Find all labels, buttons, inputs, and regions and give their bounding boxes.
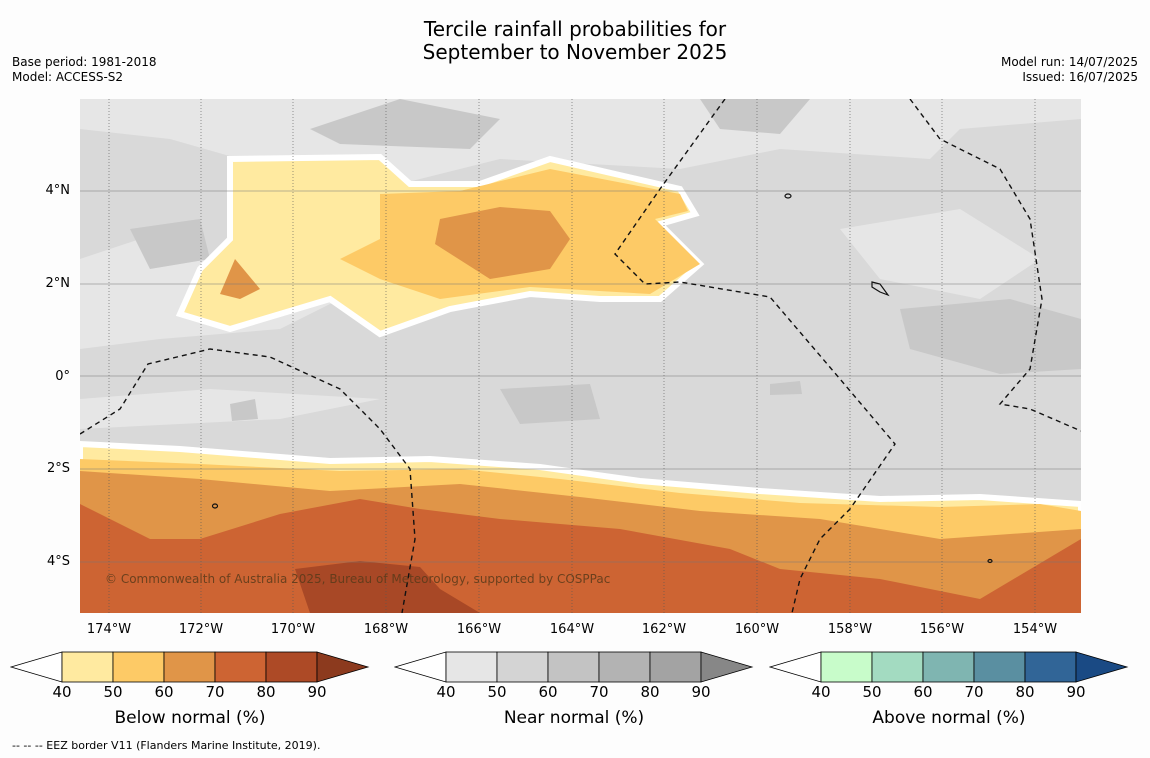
meta-left: Base period: 1981-2018 Model: ACCESS-S2 [12, 55, 157, 85]
colorbar-below-lower-arrow [10, 651, 63, 683]
near-tick-70: 70 [589, 683, 609, 701]
below-normal-north-60b [220, 259, 260, 299]
colorbar-above-normal [769, 651, 1129, 683]
colorbar-near-upper-arrow [700, 651, 754, 683]
colorbar-below-80-90 [265, 651, 318, 683]
colorbar-near-70-80 [598, 651, 651, 683]
issued-date: Issued: 16/07/2025 [1022, 70, 1138, 84]
model-name: Model: ACCESS-S2 [12, 70, 124, 84]
lon-label-156w: 156°W [919, 622, 965, 637]
above-tick-60: 60 [913, 683, 933, 701]
lon-label-154w: 154°W [1012, 622, 1058, 637]
colorbar-above-60-70 [922, 651, 975, 683]
colorbar-near-80-90 [649, 651, 702, 683]
below-normal-north-60 [435, 207, 570, 279]
colorbar-above-upper-arrow [1075, 651, 1129, 683]
colorbar-near-40-50 [445, 651, 498, 683]
colorbar-near-normal [394, 651, 754, 683]
colorbar-below-50-60 [112, 651, 165, 683]
colorbar-above-50-60 [871, 651, 924, 683]
near-tick-90: 90 [691, 683, 711, 701]
below-tick-40: 40 [52, 683, 72, 701]
islands [211, 193, 993, 564]
map-credit: © Commonwealth of Australia 2025, Bureau… [105, 572, 611, 586]
lon-label-174w: 174°W [86, 622, 132, 637]
near-tick-40: 40 [436, 683, 456, 701]
meta-right: Model run: 14/07/2025 Issued: 16/07/2025 [1001, 55, 1138, 85]
latitude-gridlines [80, 190, 1081, 563]
lon-label-166w: 166°W [456, 622, 502, 637]
colorbar-near-50-60 [496, 651, 549, 683]
above-normal-legend-label: Above normal (%) [872, 708, 1026, 728]
below-tick-80: 80 [256, 683, 276, 701]
colorbar-near-60-70 [547, 651, 600, 683]
above-tick-40: 40 [811, 683, 831, 701]
near-tick-60: 60 [538, 683, 558, 701]
colorbar-above-40-50 [820, 651, 873, 683]
below-tick-70: 70 [205, 683, 225, 701]
title-line-2: September to November 2025 [422, 40, 728, 64]
lon-label-160w: 160°W [734, 622, 780, 637]
near-normal-legend-label: Near normal (%) [503, 708, 645, 728]
below-tick-50: 50 [103, 683, 123, 701]
lat-label-2s: 2°S [46, 461, 70, 476]
below-tick-90: 90 [307, 683, 327, 701]
colorbar-near-lower-arrow [394, 651, 447, 683]
colorbar-below-70-80 [214, 651, 267, 683]
lat-label-2n: 2°N [45, 276, 71, 291]
model-run: Model run: 14/07/2025 [1000, 55, 1138, 69]
chart-title: Tercile rainfall probabilities for Septe… [0, 18, 1150, 64]
lat-label-4n: 4°N [45, 183, 71, 198]
near-normal-dark-areas [130, 99, 1081, 424]
eez-borders [80, 99, 1081, 613]
colorbar-below-60-70 [163, 651, 216, 683]
lon-label-158w: 158°W [827, 622, 873, 637]
colorbar-below-upper-arrow [316, 651, 370, 683]
lon-label-170w: 170°W [270, 622, 316, 637]
lon-label-172w: 172°W [178, 622, 224, 637]
lat-label-4s: 4°S [46, 554, 70, 569]
colorbar-above-80-90 [1024, 651, 1077, 683]
below-tick-60: 60 [154, 683, 174, 701]
probability-map [80, 99, 1081, 613]
near-tick-80: 80 [640, 683, 660, 701]
above-tick-80: 80 [1015, 683, 1035, 701]
colorbar-above-70-80 [973, 651, 1026, 683]
lon-label-164w: 164°W [549, 622, 595, 637]
above-tick-90: 90 [1066, 683, 1086, 701]
lon-label-162w: 162°W [641, 622, 687, 637]
base-period: Base period: 1981-2018 [12, 55, 157, 69]
title-line-1: Tercile rainfall probabilities for [423, 17, 727, 41]
near-tick-50: 50 [487, 683, 507, 701]
below-normal-legend-label: Below normal (%) [114, 708, 266, 728]
colorbar-above-lower-arrow [769, 651, 822, 683]
eez-footnote: -- -- -- EEZ border V11 (Flanders Marine… [12, 739, 321, 752]
above-tick-50: 50 [862, 683, 882, 701]
lat-label-0: 0° [55, 369, 70, 384]
above-tick-70: 70 [964, 683, 984, 701]
below-normal-south-80 [295, 561, 480, 613]
colorbar-below-normal [10, 651, 370, 683]
lon-label-168w: 168°W [363, 622, 409, 637]
colorbar-below-40-50 [61, 651, 114, 683]
